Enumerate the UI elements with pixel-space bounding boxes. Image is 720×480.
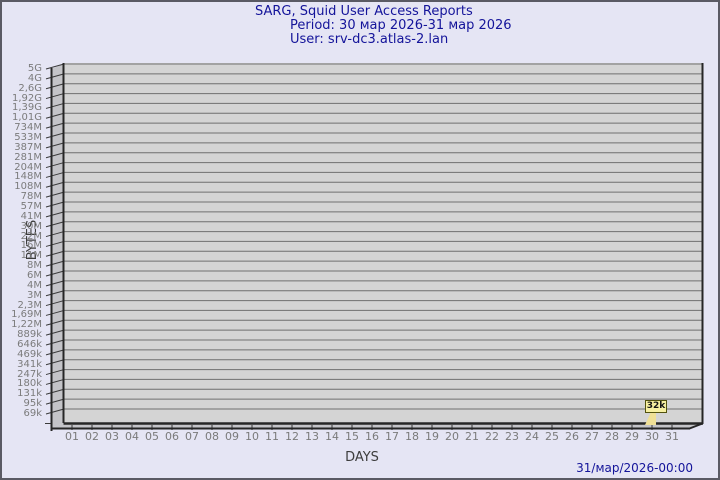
x-tick-label: 19	[425, 430, 439, 443]
x-tick-label: 23	[505, 430, 519, 443]
y-tick-label: 341k	[17, 358, 42, 370]
y-tick-label: 889k	[17, 329, 42, 341]
x-tick-label: 31	[665, 430, 679, 443]
chart-title: SARG, Squid User Access Reports	[255, 4, 473, 19]
y-tick-label: 22M	[20, 230, 42, 242]
y-tick-label: 6M	[27, 270, 42, 281]
y-tick-label: 1,39G	[11, 102, 42, 114]
y-tick-label: 469k	[17, 348, 42, 360]
y-tick-label: 16M	[20, 240, 42, 252]
x-tick-label: 20	[445, 430, 459, 443]
y-tick-label: 108M	[14, 181, 42, 193]
x-tick-label: 12	[285, 430, 299, 443]
x-tick-label: 09	[225, 430, 239, 443]
y-tick-label: 11M	[20, 250, 42, 262]
x-tick-label: 03	[105, 430, 119, 443]
x-tick-label: 05	[145, 430, 159, 443]
x-tick-label: 28	[605, 430, 619, 443]
y-tick-label: 247k	[17, 368, 42, 380]
y-tick-label: 2,3M	[17, 299, 42, 311]
y-tick-label: 57M	[20, 201, 42, 212]
y-tick-label: 8M	[27, 260, 42, 272]
y-tick-label: 4G	[27, 72, 42, 84]
x-tick-label: 07	[185, 430, 199, 443]
x-tick-label: 16	[365, 430, 379, 443]
x-axis-title: DAYS	[345, 450, 379, 465]
y-tick-label: 1,01G	[11, 112, 42, 124]
x-tick-label: 13	[305, 430, 319, 443]
y-tick-label: 131k	[17, 388, 42, 400]
report-timestamp: 31/мар/2026-00:00	[576, 461, 693, 475]
x-tick-label: 29	[625, 430, 639, 443]
y-tick-label: 533M	[14, 132, 42, 143]
y-tick-label: 95k	[23, 398, 42, 410]
x-tick-label: 25	[545, 430, 559, 443]
x-tick-label: 26	[565, 430, 579, 443]
x-tick-label: 22	[485, 430, 499, 443]
x-tick-label: 02	[85, 430, 99, 443]
y-tick-label: 5G	[27, 63, 42, 74]
x-tick-label: 08	[205, 430, 219, 443]
y-tick-label: 646k	[17, 339, 42, 350]
x-tick-label: 04	[125, 430, 139, 443]
x-tick-label: 10	[245, 430, 259, 443]
y-tick-label: 204M	[14, 161, 42, 173]
y-tick-label: 734M	[14, 122, 42, 134]
x-tick-label: 18	[405, 430, 419, 443]
x-tick-label: 24	[525, 430, 539, 443]
y-tick-label: 1,22M	[11, 319, 42, 331]
y-tick-label: 78M	[20, 191, 42, 203]
y-tick-label: 1,92G	[11, 92, 42, 104]
y-tick-label: 3M	[27, 289, 42, 301]
y-tick-label: 2,6G	[18, 82, 42, 94]
y-tick-label: 148M	[14, 171, 42, 183]
x-tick-label: 01	[65, 430, 79, 443]
y-tick-label: 180k	[17, 378, 42, 390]
x-tick-label: 14	[325, 430, 339, 443]
x-tick-label: 27	[585, 430, 599, 443]
y-tick-label: 30M	[20, 220, 42, 232]
x-tick-label: 15	[345, 430, 359, 443]
y-tick-label: 387M	[14, 141, 42, 153]
x-tick-label: 21	[465, 430, 479, 443]
x-tick-label: 11	[265, 430, 279, 443]
data-point-bar	[645, 412, 656, 425]
x-tick-label: 30	[645, 430, 659, 443]
y-tick-label: 41M	[20, 210, 42, 222]
x-tick-label: 17	[385, 430, 399, 443]
data-point-flag: 32k	[645, 400, 667, 413]
x-tick-label: 06	[165, 430, 179, 443]
y-tick-label: 281M	[14, 151, 42, 163]
y-tick-label: 69k	[23, 408, 42, 419]
y-tick-label: 1,69M	[11, 309, 42, 321]
chart-user: User: srv-dc3.atlas-2.lan	[290, 32, 449, 47]
y-tick-label: 4M	[27, 279, 42, 291]
chart-period: Period: 30 мар 2026-31 мар 2026	[290, 18, 512, 33]
